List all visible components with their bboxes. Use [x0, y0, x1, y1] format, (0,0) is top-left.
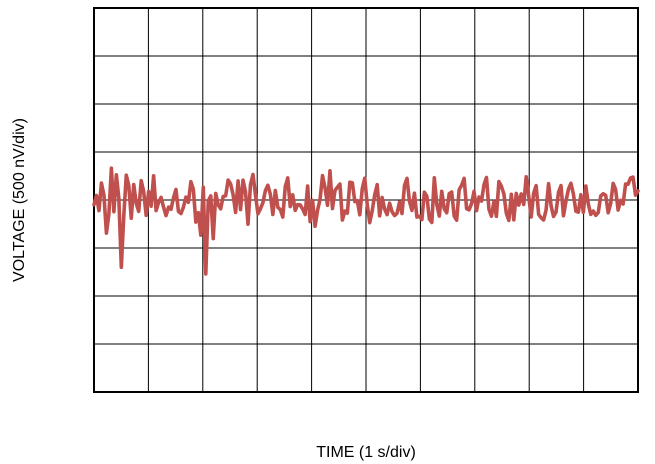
- x-axis-label: TIME (1 s/div): [316, 444, 416, 461]
- y-axis-label: VOLTAGE (500 nV/div): [11, 118, 28, 282]
- noise-trace: [92, 166, 640, 276]
